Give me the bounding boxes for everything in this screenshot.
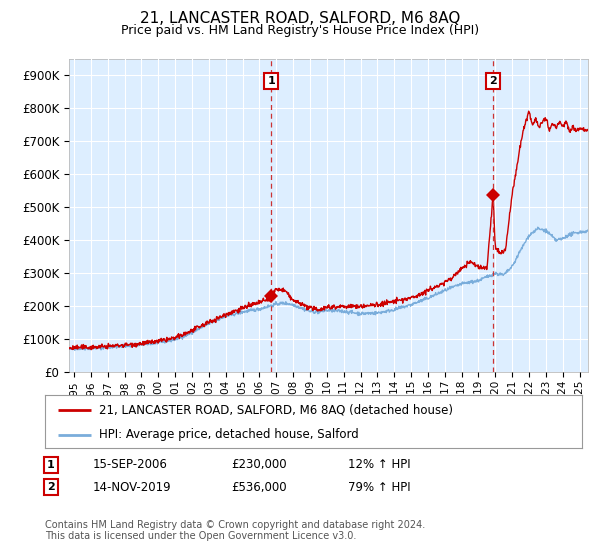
- Text: 2: 2: [47, 482, 55, 492]
- Text: 1: 1: [268, 76, 275, 86]
- Text: £230,000: £230,000: [231, 458, 287, 472]
- Text: HPI: Average price, detached house, Salford: HPI: Average price, detached house, Salf…: [98, 428, 358, 441]
- Text: 14-NOV-2019: 14-NOV-2019: [93, 480, 172, 494]
- Text: Contains HM Land Registry data © Crown copyright and database right 2024.
This d: Contains HM Land Registry data © Crown c…: [45, 520, 425, 542]
- Text: £536,000: £536,000: [231, 480, 287, 494]
- Text: 12% ↑ HPI: 12% ↑ HPI: [348, 458, 410, 472]
- Text: 21, LANCASTER ROAD, SALFORD, M6 8AQ: 21, LANCASTER ROAD, SALFORD, M6 8AQ: [140, 11, 460, 26]
- Text: Price paid vs. HM Land Registry's House Price Index (HPI): Price paid vs. HM Land Registry's House …: [121, 24, 479, 36]
- Text: 1: 1: [47, 460, 55, 470]
- Text: 15-SEP-2006: 15-SEP-2006: [93, 458, 168, 472]
- Text: 21, LANCASTER ROAD, SALFORD, M6 8AQ (detached house): 21, LANCASTER ROAD, SALFORD, M6 8AQ (det…: [98, 403, 453, 416]
- Text: 79% ↑ HPI: 79% ↑ HPI: [348, 480, 410, 494]
- Text: 2: 2: [489, 76, 497, 86]
